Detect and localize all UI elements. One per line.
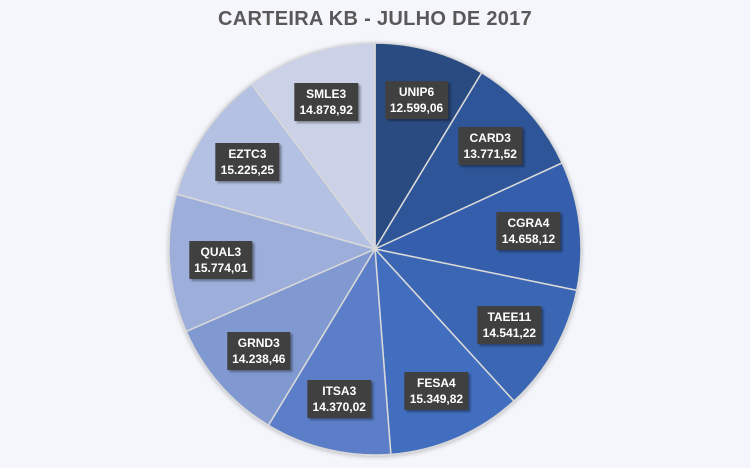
data-label-qual3: QUAL3 15.774,01: [189, 240, 253, 279]
data-label-cgra4: CGRA4 14.658,12: [496, 212, 561, 251]
data-label-card3: CARD3 13.771,52: [458, 127, 522, 166]
slice-value: 15.774,01: [194, 260, 248, 275]
data-label-itsa3: ITSA3 14.370,02: [307, 380, 371, 419]
slice-name: GRND3: [237, 335, 280, 350]
data-label-fesa4: FESA4 15.349,82: [404, 371, 469, 410]
data-label-eztc3: EZTC3 15.225,25: [215, 142, 280, 181]
slice-name: CARD3: [469, 131, 511, 146]
slice-value: 13.771,52: [463, 147, 517, 162]
slice-value: 14.878,92: [299, 103, 353, 118]
pie-slice-taee11: [372, 247, 578, 403]
slice-value: 15.349,82: [409, 391, 464, 406]
chart-title: CARTEIRA KB - JULHO DE 2017: [217, 8, 533, 30]
slice-name: UNIP6: [398, 85, 435, 100]
pie-slice-qual3: [168, 193, 378, 333]
slice-name: SMLE3: [306, 87, 347, 102]
slice-value: 14.238,46: [232, 351, 286, 366]
slice-name: TAEE11: [487, 310, 532, 325]
slice-name: ITSA3: [322, 384, 357, 399]
slice-name: EZTC3: [228, 146, 267, 161]
data-label-taee11: TAEE11 14.541,22: [477, 306, 542, 345]
slice-value: 14.370,02: [312, 400, 366, 415]
pie-slice-cgra4: [372, 161, 582, 292]
data-label-smle3: SMLE3 14.878,92: [294, 83, 358, 122]
data-label-grnd3: GRND3 14.238,46: [227, 331, 291, 370]
slice-value: 15.225,25: [220, 162, 275, 177]
slice-value: 14.541,22: [482, 326, 537, 341]
slice-value: 14.658,12: [501, 232, 556, 247]
slice-name: CGRA4: [507, 216, 550, 231]
data-label-unip6: UNIP6 12.599,06: [384, 81, 449, 120]
slice-name: QUAL3: [200, 244, 242, 259]
slice-name: FESA4: [417, 375, 456, 390]
slice-value: 12.599,06: [389, 101, 444, 116]
